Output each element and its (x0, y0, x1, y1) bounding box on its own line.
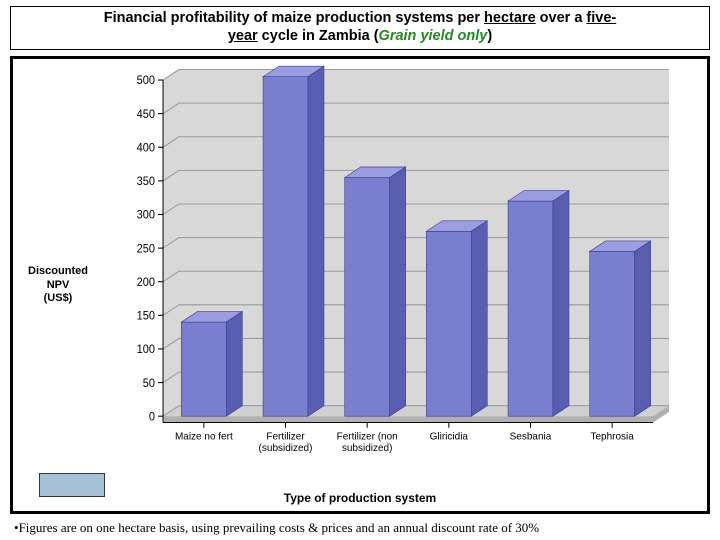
svg-text:400: 400 (137, 142, 155, 154)
legend-swatch (39, 473, 105, 497)
footnote: •Figures are on one hectare basis, using… (10, 520, 710, 536)
svg-text:200: 200 (137, 277, 155, 289)
svg-text:150: 150 (137, 311, 155, 323)
bar-chart: 0 50 100 150 200 250 300 350 400 450 500 Maize no f… (13, 59, 707, 511)
slide: Financial profitability of maize product… (0, 0, 720, 540)
chart-container: 0 50 100 150 200 250 300 350 400 450 500 Maize no f… (10, 56, 710, 514)
svg-text:subsidized): subsidized) (342, 443, 393, 454)
svg-text:500: 500 (137, 75, 155, 87)
svg-text:300: 300 (137, 210, 155, 222)
footnote-text: Figures are on one hectare basis, using … (19, 520, 540, 535)
svg-text:Maize no fert: Maize no fert (175, 431, 233, 442)
svg-text:0: 0 (149, 411, 155, 423)
svg-text:Gliricidia: Gliricidia (430, 431, 469, 442)
slide-title: Financial profitability of maize product… (10, 6, 710, 50)
x-axis-title: Type of production system (13, 491, 707, 505)
y-axis-title: Discounted NPV(US$) (21, 59, 95, 511)
svg-text:250: 250 (137, 243, 155, 255)
svg-text:(subsidized): (subsidized) (259, 443, 313, 454)
svg-text:50: 50 (143, 378, 155, 390)
svg-text:Tephrosia: Tephrosia (590, 431, 634, 442)
svg-text:100: 100 (137, 344, 155, 356)
svg-text:450: 450 (137, 109, 155, 121)
svg-text:Sesbania: Sesbania (510, 431, 552, 442)
svg-text:350: 350 (137, 176, 155, 188)
svg-text:Fertilizer (non: Fertilizer (non (337, 431, 398, 442)
svg-text:Fertilizer: Fertilizer (266, 431, 305, 442)
